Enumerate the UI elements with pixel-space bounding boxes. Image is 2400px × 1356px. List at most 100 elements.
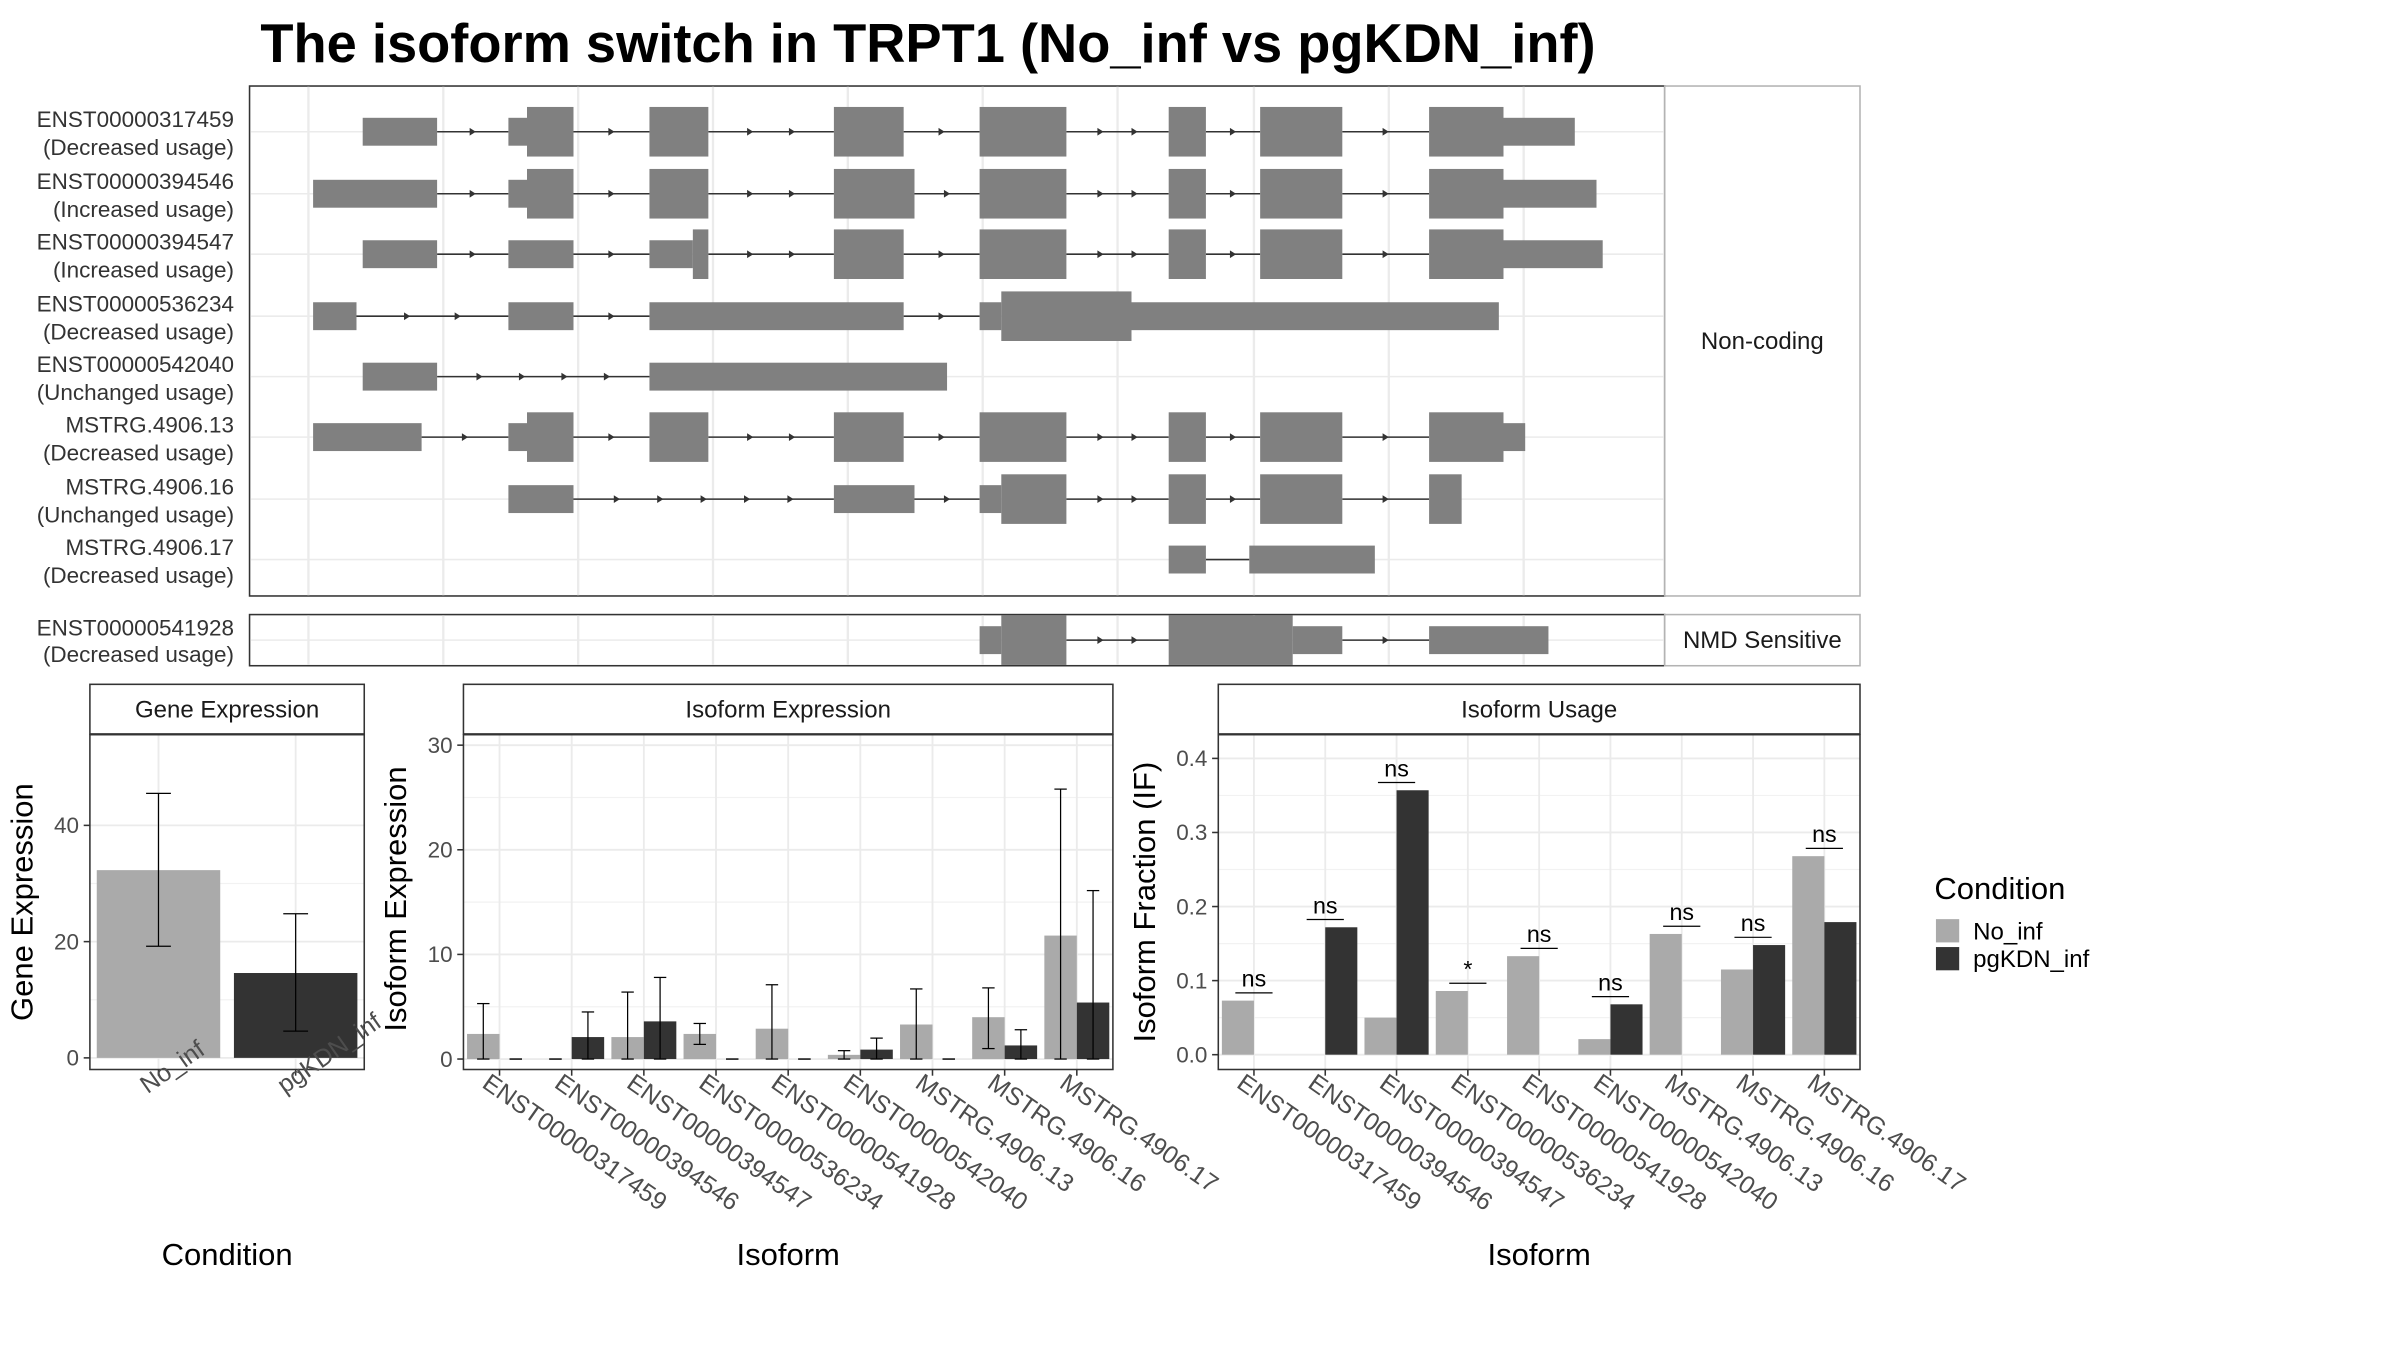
exon-block — [1260, 412, 1343, 462]
exon-block — [1168, 168, 1206, 219]
noncoding-strip-label: Non-coding — [1701, 328, 1824, 355]
intron-arrow — [938, 433, 945, 441]
nmd-strip-label: NMD Sensitive — [1683, 627, 1842, 654]
isoform-usage-label: (Decreased usage) — [43, 135, 234, 160]
isoform-id-label: MSTRG.4906.16 — [65, 474, 234, 499]
intron-arrow — [1131, 495, 1138, 503]
gene-expression-strip-title: Gene Expression — [135, 697, 319, 724]
exon-block — [649, 168, 709, 219]
y-tick-label: 0.1 — [1176, 968, 1207, 993]
y-tick-label: 0 — [440, 1047, 453, 1072]
isoform-usage-panel: Isoform Usage 0.0 0.1 0.2 0.3 0.4 ns ns ns * ns ns… — [1127, 683, 1970, 1272]
exon-block — [979, 229, 1067, 279]
exon-block — [1292, 626, 1343, 655]
isoform-id-label: ENST00000542040 — [37, 352, 234, 377]
exon-block — [649, 412, 709, 462]
bar-no-inf-mstrg-4906-13 — [1649, 933, 1682, 1055]
significance-label: ns — [1242, 966, 1267, 992]
exon-block — [979, 626, 1002, 655]
intron-arrow — [1229, 433, 1237, 441]
isoform-usage-strip — [1217, 683, 1861, 735]
exon-block — [508, 179, 527, 208]
exon-block — [1249, 545, 1375, 574]
isoform-id-label: ENST00000394547 — [37, 230, 234, 255]
exon-block — [649, 106, 709, 157]
intron-arrow — [938, 127, 945, 136]
isoform-expression-panel: Isoform Expression 0102030ENST0000031745… — [378, 683, 1223, 1272]
legend-swatch-no-inf — [1935, 919, 1960, 943]
bar-no-inf-enst00000394547 — [1364, 1017, 1397, 1055]
intron-arrow — [1097, 189, 1104, 198]
exon-block — [1168, 615, 1293, 665]
exon-block — [1001, 615, 1067, 665]
nmd-isoform-note: (Decreased usage) — [43, 642, 234, 667]
exon-block — [527, 412, 574, 462]
intron-arrow — [608, 189, 615, 198]
intron-arrow — [747, 250, 754, 259]
exon-block — [979, 485, 1002, 514]
significance-label: ns — [1669, 899, 1694, 925]
exon-block — [508, 240, 574, 269]
legend-label-pgkdn-inf: pgKDN_inf — [1973, 946, 2089, 973]
isoform-usage-label: (Unchanged usage) — [37, 380, 234, 405]
exon-block — [979, 412, 1067, 462]
intron-arrow — [1097, 636, 1104, 645]
isoform-usage-strip-title: Isoform Usage — [1461, 697, 1617, 724]
significance-label: * — [1463, 956, 1472, 982]
intron-arrow — [518, 372, 526, 381]
exon-block — [833, 106, 904, 157]
significance-label: ns — [1598, 969, 1623, 995]
bar-no-inf-mstrg-4906-16 — [1720, 969, 1754, 1055]
intron-arrow — [454, 312, 461, 321]
exon-block — [833, 412, 904, 462]
intron-arrow — [608, 127, 615, 136]
y-tick-label: 0.3 — [1176, 820, 1207, 845]
intron-arrow — [700, 495, 707, 503]
exon-block — [1168, 412, 1206, 462]
intron-arrow — [787, 495, 794, 503]
transcript-structure-panel: Non-coding ENST00000317459 (Decreased usa… — [37, 85, 1861, 667]
isoform-usage-xlabel: Isoform — [1487, 1237, 1590, 1272]
exon-block — [1429, 229, 1504, 279]
intron-arrow — [1097, 433, 1104, 441]
intron-arrow — [1097, 250, 1104, 259]
isoform-id-label: ENST00000394546 — [37, 169, 234, 194]
y-tick-label: 0.0 — [1176, 1042, 1207, 1067]
intron-arrow — [1131, 189, 1138, 198]
isoform-id-label: ENST00000536234 — [37, 292, 234, 317]
exon-block — [1168, 106, 1206, 157]
intron-arrow — [603, 372, 611, 381]
intron-arrow — [1131, 127, 1138, 136]
isoform-expression-plot: 0102030ENST00000317459ENST00000394546ENS… — [428, 733, 1223, 1217]
exon-block — [692, 229, 709, 279]
exon-block — [313, 302, 357, 331]
legend-label-no-inf: No_inf — [1973, 918, 2043, 945]
isoform-usage-label: (Decreased usage) — [43, 440, 234, 465]
intron-arrow — [1229, 250, 1237, 259]
exon-block — [1260, 106, 1343, 157]
exon-block — [1503, 240, 1603, 269]
intron-arrow — [943, 495, 951, 503]
exon-block — [508, 485, 574, 514]
isoform-tracks — [313, 106, 1603, 574]
exon-block — [1001, 474, 1067, 524]
exon-block — [362, 362, 438, 391]
bar-pgkdn-inf-enst00000394547 — [1396, 790, 1429, 1055]
intron-arrow — [476, 372, 483, 381]
structure-panel-frame — [248, 85, 1666, 597]
exon-block — [1168, 474, 1206, 524]
isoform-usage-ylabel: Isoform Fraction (IF) — [1127, 762, 1162, 1043]
exon-block — [1260, 168, 1343, 219]
y-tick-label: 30 — [428, 733, 453, 758]
bar-pgkdn-inf-enst00000542040 — [1610, 1004, 1643, 1055]
exon-block — [1429, 106, 1504, 157]
nmd-strip — [1663, 613, 1861, 667]
exon-block — [979, 106, 1067, 157]
intron-arrow — [608, 433, 615, 441]
exon-block — [362, 117, 438, 146]
